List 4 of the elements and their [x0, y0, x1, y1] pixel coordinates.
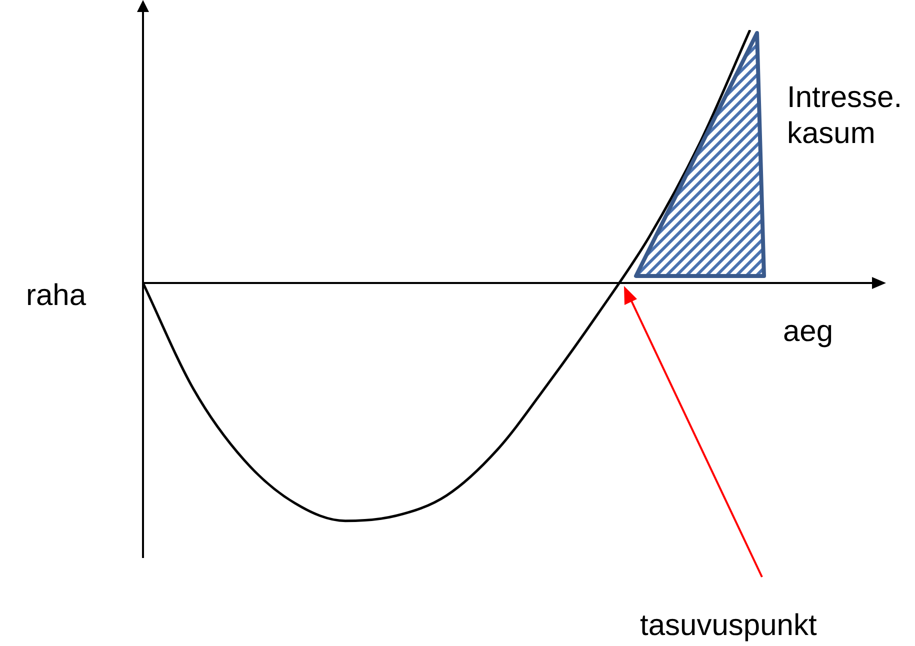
text: Intresse. kasum: [787, 80, 904, 152]
x-axis-title: aeg: [783, 314, 834, 350]
y-axis-title: raha: [26, 278, 86, 314]
text: tasuvuspunkt: [640, 608, 817, 644]
